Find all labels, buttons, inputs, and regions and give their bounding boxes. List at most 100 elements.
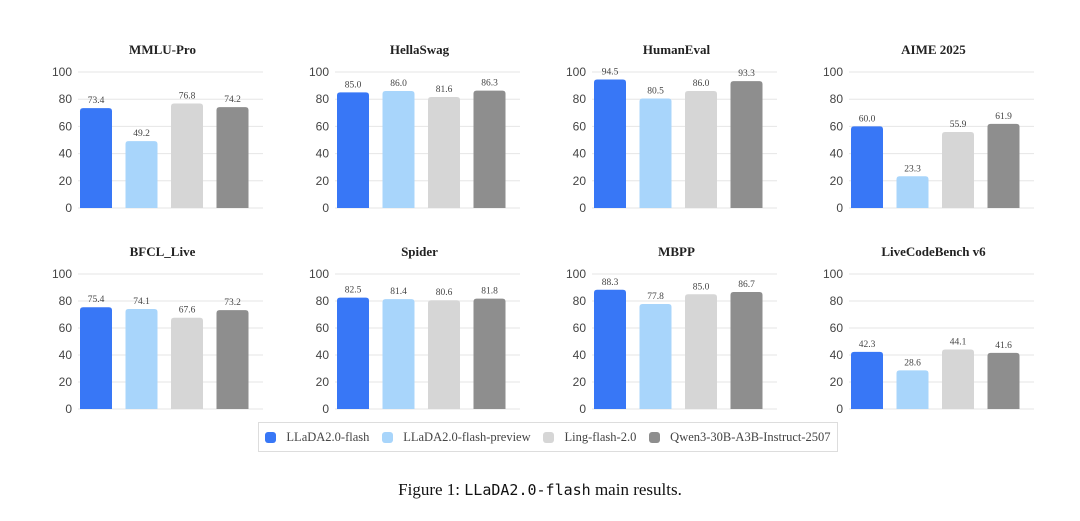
data-label: 55.9 (950, 120, 967, 130)
y-tick-label: 40 (316, 348, 330, 362)
data-label: 80.6 (436, 288, 453, 298)
y-tick-label: 40 (59, 348, 73, 362)
data-label: 77.8 (647, 292, 664, 302)
y-tick-label: 40 (573, 147, 587, 161)
y-tick-label: 0 (322, 201, 329, 215)
data-label: 82.5 (345, 286, 362, 296)
legend-label: LLaDA2.0-flash (286, 429, 370, 444)
data-label: 74.1 (133, 297, 150, 307)
y-tick-label: 20 (830, 375, 844, 389)
y-tick-label: 100 (309, 267, 329, 281)
legend-item: Ling-flash-2.0 (543, 430, 636, 445)
y-tick-label: 0 (65, 402, 72, 416)
bar (216, 107, 249, 208)
y-tick-label: 60 (316, 321, 330, 335)
legend-label: Qwen3-30B-A3B-Instruct-2507 (670, 429, 831, 444)
data-label: 61.9 (995, 112, 1012, 122)
caption-code: LLaDA2.0-flash (464, 481, 591, 499)
y-tick-label: 0 (65, 201, 72, 215)
y-tick-label: 60 (830, 321, 844, 335)
y-tick-label: 20 (59, 174, 73, 188)
data-label: 28.6 (904, 358, 921, 368)
y-tick-label: 20 (59, 375, 73, 389)
panel-title: MMLU-Pro (129, 42, 196, 57)
bar (337, 297, 369, 409)
panel-title: LiveCodeBench v6 (881, 244, 986, 259)
data-label: 86.0 (390, 79, 407, 89)
y-tick-label: 60 (316, 119, 330, 133)
data-label: 94.5 (602, 67, 619, 77)
data-label: 23.3 (904, 164, 921, 174)
bar (171, 317, 203, 409)
bar (80, 108, 112, 208)
bar (987, 123, 1020, 208)
y-tick-label: 20 (830, 174, 844, 188)
y-tick-label: 0 (579, 201, 586, 215)
y-tick-label: 40 (59, 147, 73, 161)
y-tick-label: 0 (322, 402, 329, 416)
data-label: 85.0 (693, 282, 710, 292)
y-tick-label: 80 (59, 92, 73, 106)
legend-item: LLaDA2.0-flash-preview (382, 429, 531, 445)
y-tick-label: 0 (836, 402, 843, 416)
data-label: 88.3 (602, 278, 619, 288)
data-label: 44.1 (950, 337, 967, 347)
y-tick-label: 20 (316, 375, 330, 389)
y-tick-label: 100 (309, 65, 329, 79)
y-tick-label: 60 (59, 119, 73, 133)
caption-prefix: Figure 1: (398, 480, 465, 499)
y-tick-label: 100 (566, 267, 586, 281)
data-label: 60.0 (859, 114, 876, 124)
legend-item: Qwen3-30B-A3B-Instruct-2507 (649, 429, 831, 445)
data-label: 93.3 (738, 69, 755, 79)
y-tick-label: 20 (573, 174, 587, 188)
y-tick-label: 40 (830, 348, 844, 362)
y-tick-label: 20 (316, 174, 330, 188)
y-tick-label: 60 (573, 321, 587, 335)
y-tick-label: 80 (830, 92, 844, 106)
bar (896, 370, 929, 409)
bar (639, 303, 672, 409)
bar (80, 307, 112, 409)
data-label: 73.4 (88, 96, 105, 106)
data-label: 74.2 (224, 95, 241, 105)
y-tick-label: 40 (830, 147, 844, 161)
data-label: 81.6 (436, 85, 453, 95)
y-tick-label: 80 (573, 294, 587, 308)
y-tick-label: 80 (316, 92, 330, 106)
y-tick-label: 80 (830, 294, 844, 308)
data-label: 85.0 (345, 80, 362, 90)
bar (730, 291, 763, 409)
panel-title: BFCL_Live (130, 244, 196, 259)
y-tick-label: 100 (52, 267, 72, 281)
data-label: 81.4 (390, 287, 407, 297)
data-label: 86.7 (738, 280, 755, 290)
legend-swatch (649, 431, 661, 443)
data-label: 67.6 (179, 306, 196, 316)
bar (428, 97, 460, 208)
y-tick-label: 0 (579, 402, 586, 416)
bar (125, 141, 158, 208)
bar (337, 92, 369, 208)
y-tick-label: 40 (316, 147, 330, 161)
y-tick-label: 60 (59, 321, 73, 335)
legend-label: LLaDA2.0-flash-preview (403, 429, 531, 444)
legend-swatch (543, 431, 555, 443)
bar (685, 91, 717, 208)
data-label: 75.4 (88, 295, 105, 305)
bar (639, 98, 672, 208)
legend-item: LLaDA2.0-flash (265, 430, 369, 445)
figure-caption: Figure 1: LLaDA2.0-flash main results. (0, 480, 1080, 500)
panel-title: Spider (401, 244, 438, 259)
panel-title: HumanEval (643, 42, 711, 57)
data-label: 49.2 (133, 129, 150, 139)
bar (216, 310, 249, 409)
data-label: 80.5 (647, 87, 664, 97)
legend-swatch (265, 431, 277, 443)
bar (473, 90, 506, 208)
bar (685, 294, 717, 409)
data-label: 81.8 (481, 287, 498, 297)
data-label: 86.3 (481, 79, 498, 89)
